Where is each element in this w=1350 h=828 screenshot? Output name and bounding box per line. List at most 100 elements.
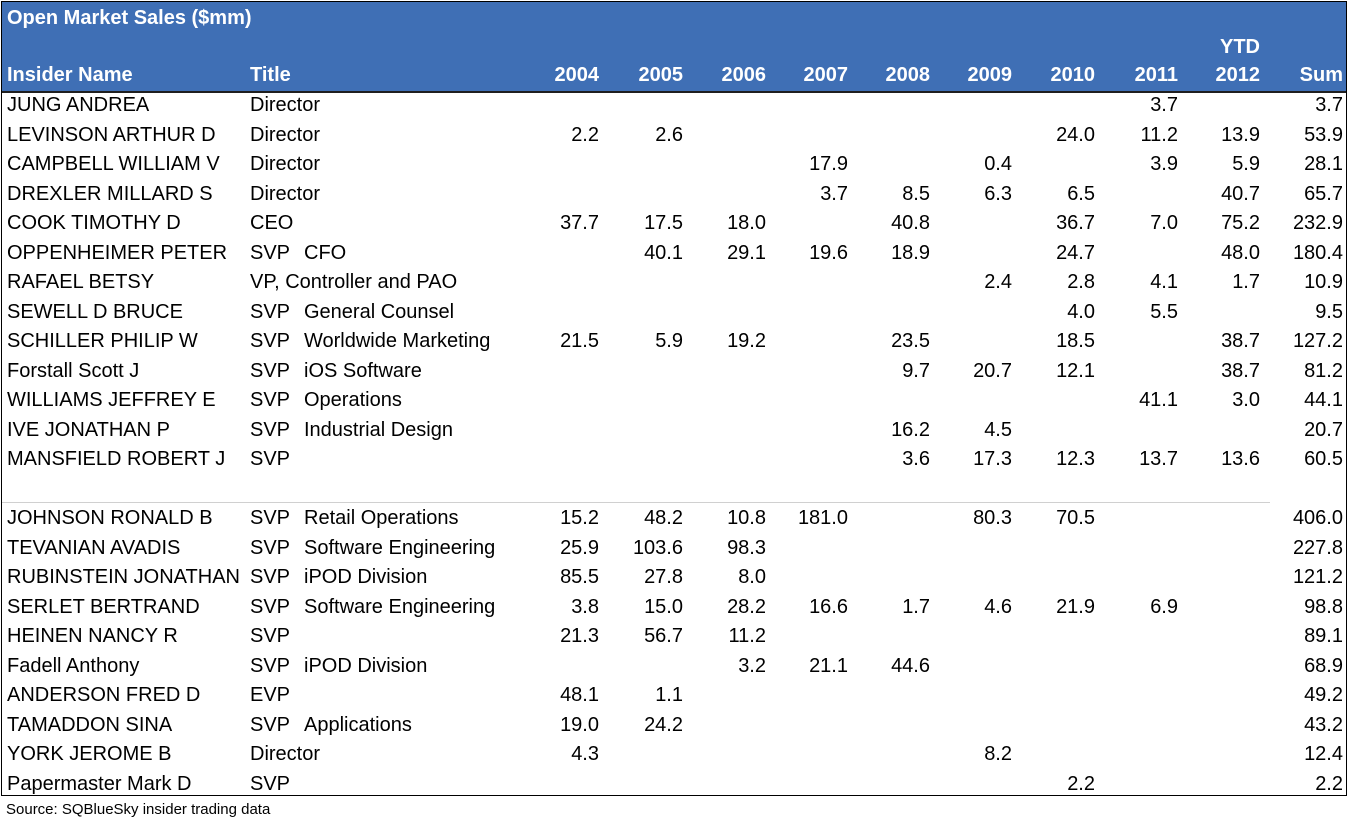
sum-cell: 12.4: [1304, 743, 1343, 765]
col-header-year-2006: 2006: [721, 64, 767, 86]
value-cell-2005: 1.1: [655, 684, 683, 706]
insider-department: iPOD Division: [304, 654, 428, 677]
value-cell-2011: 7.0: [1150, 212, 1178, 234]
insider-department: Industrial Design: [304, 418, 453, 441]
insider-department: Worldwide Marketing: [304, 330, 491, 352]
insider-department: iOS Software: [304, 359, 422, 382]
value-cell-2005: 27.8: [644, 566, 683, 588]
col-header-insider-name: Insider Name: [7, 64, 133, 86]
value-cell-2011: 5.5: [1150, 300, 1178, 323]
insider-role: Director: [250, 153, 321, 175]
sum-cell: 3.7: [1315, 94, 1343, 116]
sum-cell: 406.0: [1292, 507, 1343, 529]
value-cell-2004: 2.2: [571, 123, 599, 146]
sum-cell: 49.2: [1304, 684, 1343, 706]
value-cell-2009: 8.2: [984, 743, 1012, 765]
insider-role: SVP: [250, 654, 291, 677]
value-cell-2011: 4.1: [1150, 271, 1178, 293]
insider-role: SVP: [250, 507, 291, 529]
value-cell-2012: 40.7: [1221, 182, 1260, 205]
value-cell-2008: 1.7: [902, 595, 930, 618]
value-cell-2011: 11.2: [1140, 123, 1178, 146]
insider-role: CEO: [250, 212, 294, 234]
value-cell-2005: 2.6: [655, 123, 683, 146]
table-header: Open Market Sales ($mm) Insider Name Titl…: [2, 2, 1346, 93]
value-cell-2010: 36.7: [1056, 212, 1095, 234]
col-header-ytd: YTD: [1220, 36, 1260, 58]
col-header-year-2009: 2009: [967, 64, 1013, 86]
col-header-title: Title: [250, 64, 291, 86]
insider-name: IVE JONATHAN P: [7, 418, 170, 441]
value-cell-2006: 29.1: [727, 241, 766, 264]
insider-name: MANSFIELD ROBERT J: [7, 448, 226, 470]
sum-cell: 65.7: [1304, 182, 1343, 205]
insider-role: SVP: [250, 595, 291, 618]
insider-role: Director: [250, 94, 321, 116]
insider-name: SCHILLER PHILIP W: [7, 330, 198, 352]
insider-department: Applications: [304, 713, 412, 736]
value-cell-2008: 44.6: [891, 654, 930, 677]
insider-name: OPPENHEIMER PETER: [7, 241, 228, 264]
value-cell-2012: 5.9: [1232, 153, 1260, 175]
value-cell-2007: 16.6: [809, 595, 848, 618]
value-cell-2009: 17.3: [973, 448, 1012, 470]
insider-name: DREXLER MILLARD S: [7, 182, 213, 205]
value-cell-2006: 18.0: [727, 212, 766, 234]
value-cell-2011: 13.7: [1139, 448, 1178, 470]
insider-name: TEVANIAN AVADIS: [7, 536, 181, 559]
value-cell-2010: 24.7: [1056, 241, 1095, 264]
value-cell-2010: 18.5: [1056, 330, 1095, 352]
sum-cell: 180.4: [1292, 241, 1343, 264]
value-cell-2010: 24.0: [1056, 123, 1095, 146]
value-cell-2006: 11.2: [728, 625, 766, 647]
value-cell-2004: 21.5: [560, 330, 599, 352]
insider-name: RAFAEL BETSY: [7, 271, 155, 293]
value-cell-2005: 15.0: [644, 595, 683, 618]
col-header-year-2008: 2008: [885, 64, 931, 86]
col-header-sum: Sum: [1299, 64, 1343, 86]
insider-role: SVP: [250, 625, 291, 647]
insider-name: Fadell Anthony: [7, 654, 140, 677]
value-cell-2012: 3.0: [1232, 389, 1260, 411]
insider-department: General Counsel: [304, 300, 455, 323]
value-cell-2004: 19.0: [560, 713, 599, 736]
value-cell-2007: 17.9: [809, 153, 848, 175]
insider-name: RUBINSTEIN JONATHAN: [7, 566, 240, 588]
value-cell-2006: 28.2: [727, 595, 766, 618]
group-separator: [2, 502, 1270, 503]
value-cell-2012: 13.6: [1221, 448, 1260, 470]
value-cell-2010: 21.9: [1056, 595, 1095, 618]
value-cell-2005: 56.7: [644, 625, 683, 647]
value-cell-2004: 21.3: [560, 625, 599, 647]
insider-role: SVP: [250, 448, 291, 470]
insider-role: SVP: [250, 772, 291, 795]
insider-name: TAMADDON SINA: [7, 713, 173, 736]
value-cell-2007: 19.6: [809, 241, 848, 264]
value-cell-2008: 8.5: [902, 182, 930, 205]
value-cell-2007: 181.0: [797, 507, 848, 529]
insider-department: Software Engineering: [304, 595, 496, 618]
value-cell-2006: 10.8: [727, 507, 766, 529]
value-cell-2009: 20.7: [973, 359, 1012, 382]
value-cell-2011: 3.9: [1150, 153, 1178, 175]
insider-role: SVP: [250, 389, 291, 411]
insider-name: JUNG ANDREA: [7, 94, 150, 116]
insider-department: CFO: [304, 241, 347, 264]
value-cell-2009: 80.3: [973, 507, 1012, 529]
value-cell-2008: 3.6: [902, 448, 930, 470]
insider-role: SVP: [250, 359, 291, 382]
insider-role: Director: [250, 123, 321, 146]
sum-cell: 127.2: [1292, 330, 1343, 352]
value-cell-2006: 3.2: [738, 654, 766, 677]
value-cell-2010: 70.5: [1056, 507, 1095, 529]
insider-role: SVP: [250, 713, 291, 736]
value-cell-2006: 19.2: [727, 330, 766, 352]
value-cell-2010: 6.5: [1067, 182, 1095, 205]
sum-cell: 2.2: [1315, 772, 1343, 795]
insider-name: ANDERSON FRED D: [7, 684, 201, 706]
sum-cell: 98.8: [1304, 595, 1343, 618]
value-cell-2012: 75.2: [1221, 212, 1260, 234]
value-cell-2010: 2.8: [1067, 271, 1095, 293]
value-cell-2008: 9.7: [902, 359, 930, 382]
value-cell-2005: 5.9: [655, 330, 683, 352]
